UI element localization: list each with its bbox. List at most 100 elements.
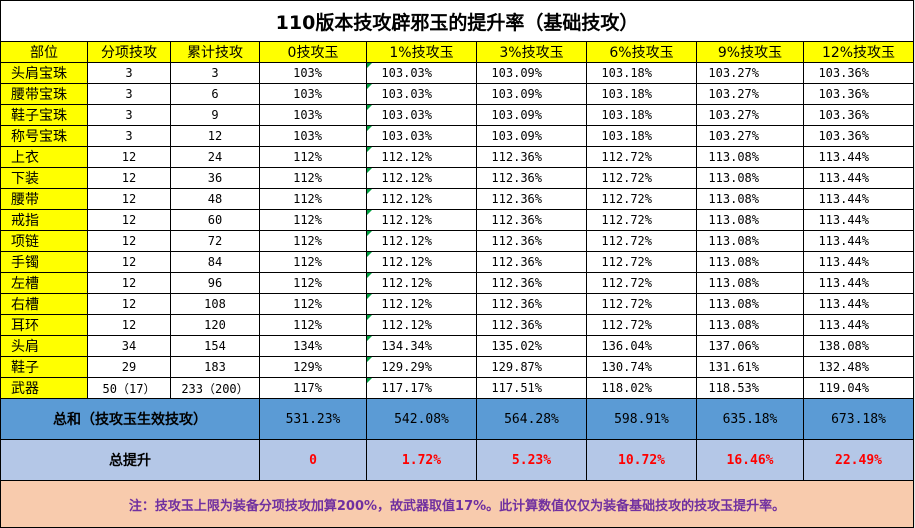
item-skill-cell[interactable]: 3 [87, 125, 171, 147]
cumulative-skill-cell[interactable]: 60 [170, 209, 260, 231]
part-name-cell[interactable]: 腰带 [0, 188, 88, 210]
total-cell[interactable]: 564.28% [476, 398, 587, 440]
rate-cell[interactable]: 119.04% [802, 377, 915, 399]
total-cell[interactable]: 531.23% [259, 398, 367, 440]
rate-cell[interactable]: 137.06% [696, 335, 804, 357]
rate-cell[interactable]: 112.12% [366, 251, 477, 273]
cumulative-skill-cell[interactable]: 36 [170, 167, 260, 189]
rate-cell[interactable]: 113.44% [802, 188, 915, 210]
rate-cell[interactable]: 118.53% [696, 377, 804, 399]
rate-cell[interactable]: 112.72% [586, 230, 697, 252]
increase-cell[interactable]: 10.72% [586, 439, 697, 481]
item-skill-cell[interactable]: 12 [87, 230, 171, 252]
rate-cell[interactable]: 112.72% [586, 146, 697, 168]
rate-cell[interactable]: 112.36% [476, 146, 587, 168]
total-cell[interactable]: 635.18% [696, 398, 804, 440]
increase-cell[interactable]: 16.46% [696, 439, 804, 481]
rate-cell[interactable]: 131.61% [696, 356, 804, 378]
column-header[interactable]: 分项技攻 [87, 41, 171, 63]
column-header[interactable]: 0技攻玉 [259, 41, 367, 63]
rate-cell[interactable]: 132.48% [802, 356, 915, 378]
part-name-cell[interactable]: 上衣 [0, 146, 88, 168]
rate-cell[interactable]: 112% [259, 167, 367, 189]
total-cell[interactable]: 673.18% [802, 398, 915, 440]
item-skill-cell[interactable]: 12 [87, 272, 171, 294]
rate-cell[interactable]: 103.03% [366, 125, 477, 147]
increase-cell[interactable]: 1.72% [366, 439, 477, 481]
rate-cell[interactable]: 112.36% [476, 251, 587, 273]
cumulative-skill-cell[interactable]: 108 [170, 293, 260, 315]
total-label[interactable]: 总和（技攻玉生效技攻） [0, 398, 260, 440]
rate-cell[interactable]: 112% [259, 314, 367, 336]
cumulative-skill-cell[interactable]: 6 [170, 83, 260, 105]
cumulative-skill-cell[interactable]: 84 [170, 251, 260, 273]
cumulative-skill-cell[interactable]: 3 [170, 62, 260, 84]
rate-cell[interactable]: 129.29% [366, 356, 477, 378]
rate-cell[interactable]: 112% [259, 293, 367, 315]
part-name-cell[interactable]: 鞋子 [0, 356, 88, 378]
rate-cell[interactable]: 103.18% [586, 125, 697, 147]
rate-cell[interactable]: 112.36% [476, 209, 587, 231]
part-name-cell[interactable]: 手镯 [0, 251, 88, 273]
item-skill-cell[interactable]: 12 [87, 146, 171, 168]
rate-cell[interactable]: 103.36% [802, 62, 915, 84]
increase-cell[interactable]: 5.23% [476, 439, 587, 481]
increase-cell[interactable]: 0 [259, 439, 367, 481]
rate-cell[interactable]: 112.12% [366, 188, 477, 210]
column-header[interactable]: 累计技攻 [170, 41, 260, 63]
rate-cell[interactable]: 112.72% [586, 314, 697, 336]
rate-cell[interactable]: 113.08% [696, 293, 804, 315]
cumulative-skill-cell[interactable]: 9 [170, 104, 260, 126]
column-header[interactable]: 6%技攻玉 [586, 41, 697, 63]
rate-cell[interactable]: 103% [259, 62, 367, 84]
rate-cell[interactable]: 129.87% [476, 356, 587, 378]
part-name-cell[interactable]: 鞋子宝珠 [0, 104, 88, 126]
rate-cell[interactable]: 134.34% [366, 335, 477, 357]
rate-cell[interactable]: 103.03% [366, 83, 477, 105]
rate-cell[interactable]: 113.44% [802, 251, 915, 273]
rate-cell[interactable]: 113.08% [696, 209, 804, 231]
column-header[interactable]: 1%技攻玉 [366, 41, 477, 63]
rate-cell[interactable]: 135.02% [476, 335, 587, 357]
rate-cell[interactable]: 103.09% [476, 125, 587, 147]
rate-cell[interactable]: 136.04% [586, 335, 697, 357]
item-skill-cell[interactable]: 12 [87, 293, 171, 315]
rate-cell[interactable]: 112% [259, 188, 367, 210]
rate-cell[interactable]: 112% [259, 251, 367, 273]
rate-cell[interactable]: 112% [259, 146, 367, 168]
rate-cell[interactable]: 103.18% [586, 62, 697, 84]
rate-cell[interactable]: 117.17% [366, 377, 477, 399]
item-skill-cell[interactable]: 3 [87, 62, 171, 84]
rate-cell[interactable]: 103.36% [802, 104, 915, 126]
rate-cell[interactable]: 103.36% [802, 125, 915, 147]
rate-cell[interactable]: 112.72% [586, 188, 697, 210]
rate-cell[interactable]: 117.51% [476, 377, 587, 399]
part-name-cell[interactable]: 项链 [0, 230, 88, 252]
rate-cell[interactable]: 103.27% [696, 104, 804, 126]
increase-cell[interactable]: 22.49% [802, 439, 915, 481]
rate-cell[interactable]: 112.72% [586, 167, 697, 189]
item-skill-cell[interactable]: 3 [87, 83, 171, 105]
rate-cell[interactable]: 113.08% [696, 146, 804, 168]
rate-cell[interactable]: 103.36% [802, 83, 915, 105]
rate-cell[interactable]: 113.44% [802, 209, 915, 231]
rate-cell[interactable]: 103.09% [476, 104, 587, 126]
cumulative-skill-cell[interactable]: 120 [170, 314, 260, 336]
rate-cell[interactable]: 113.08% [696, 188, 804, 210]
rate-cell[interactable]: 103.27% [696, 83, 804, 105]
part-name-cell[interactable]: 称号宝珠 [0, 125, 88, 147]
rate-cell[interactable]: 103% [259, 83, 367, 105]
rate-cell[interactable]: 112.12% [366, 293, 477, 315]
item-skill-cell[interactable]: 12 [87, 251, 171, 273]
increase-label[interactable]: 总提升 [0, 439, 260, 481]
footnote[interactable]: 注：技攻玉上限为装备分项技攻加算200%，故武器取值17%。此计算数值仅仅为装备… [0, 480, 915, 528]
rate-cell[interactable]: 118.02% [586, 377, 697, 399]
item-skill-cell[interactable]: 12 [87, 167, 171, 189]
rate-cell[interactable]: 130.74% [586, 356, 697, 378]
rate-cell[interactable]: 112.12% [366, 272, 477, 294]
rate-cell[interactable]: 113.08% [696, 314, 804, 336]
rate-cell[interactable]: 103% [259, 104, 367, 126]
rate-cell[interactable]: 112.36% [476, 167, 587, 189]
rate-cell[interactable]: 112.36% [476, 230, 587, 252]
cumulative-skill-cell[interactable]: 48 [170, 188, 260, 210]
